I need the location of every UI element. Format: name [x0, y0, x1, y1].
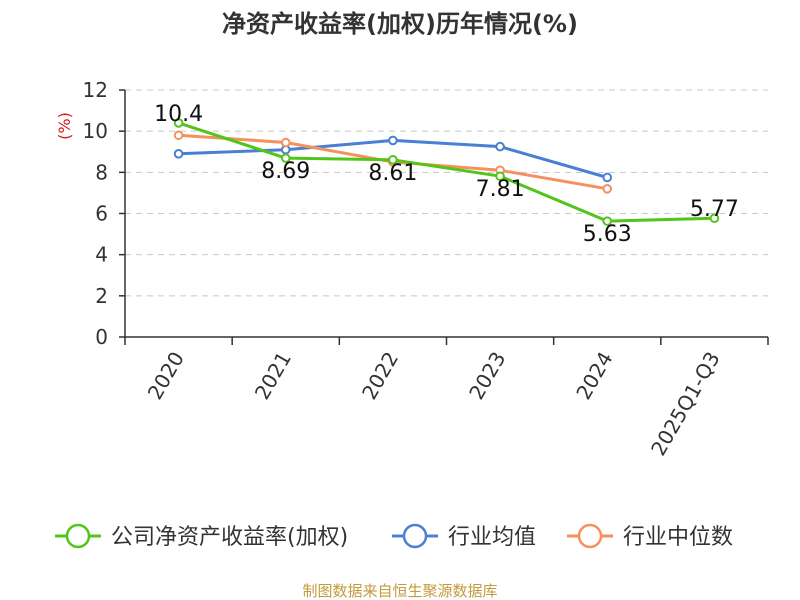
chart-title: 净资产收益率(加权)历年情况(%)	[222, 10, 578, 38]
data-label-5: 5.77	[690, 197, 739, 222]
series-layer	[173, 118, 720, 226]
legend-marker-0	[65, 523, 91, 549]
y-axis-unit-label: (%)	[55, 112, 74, 140]
legend-item-0[interactable]: 公司净资产收益率(加权)	[55, 523, 348, 550]
legend-marker-2	[577, 523, 603, 549]
legend-label-0: 公司净资产收益率(加权)	[111, 525, 348, 550]
series-2-point-1	[280, 137, 291, 148]
y-axis-ticks: 0 2 4 6 8 10 12	[83, 78, 125, 349]
x-tick-label-0: 2020	[143, 348, 189, 404]
series-1-point-2	[388, 135, 398, 146]
y-tick-label-3: 6	[95, 202, 108, 226]
gridlines	[125, 89, 768, 297]
series-line-0	[177, 121, 716, 223]
series-1-point-4	[602, 172, 613, 183]
x-tick-label-5: 2025Q1-Q3	[646, 348, 725, 460]
series-0-point-5	[709, 213, 720, 224]
x-tick-label-1: 2021	[250, 348, 296, 404]
legend-label-2: 行业中位数	[623, 525, 733, 550]
y-tick-label-5: 10	[83, 119, 108, 143]
legend-marker-1	[402, 523, 428, 549]
series-0-point-4	[602, 216, 613, 226]
series-2-point-0	[173, 130, 184, 141]
data-labels: 10.4 8.69 8.61 7.81 5.63 5.77	[154, 102, 739, 247]
data-label-0: 10.4	[154, 102, 203, 127]
x-axis-ticks: 2020 2021 2022 2023 2024 2025Q1-Q3	[124, 337, 769, 460]
x-tick-label-2: 2022	[357, 348, 403, 404]
y-tick-label-1: 2	[95, 284, 108, 308]
legend-item-1[interactable]: 行业均值	[392, 523, 536, 550]
legend-label-1: 行业均值	[448, 525, 536, 550]
y-tick-label-2: 4	[95, 243, 108, 267]
y-tick-label-4: 8	[95, 160, 108, 184]
data-label-2: 8.61	[368, 161, 417, 186]
series-0-point-0	[173, 118, 184, 128]
data-label-3: 7.81	[476, 177, 525, 202]
series-1-point-0	[173, 149, 184, 159]
series-2-point-4	[602, 184, 613, 194]
source-note: 制图数据来自恒生聚源数据库	[302, 582, 497, 600]
data-label-1: 8.69	[261, 159, 310, 184]
legend-item-2[interactable]: 行业中位数	[567, 523, 733, 550]
y-tick-label-6: 12	[83, 78, 108, 102]
legend[interactable]: 公司净资产收益率(加权) 行业均值 行业中位数	[55, 523, 733, 550]
x-tick-label-4: 2024	[571, 348, 617, 404]
y-tick-label-0: 0	[95, 325, 108, 349]
series-1-point-3	[495, 141, 505, 152]
data-label-4: 5.63	[583, 222, 632, 247]
series-0-point-3	[495, 171, 505, 182]
series-0-point-2	[388, 154, 398, 165]
x-tick-label-3: 2023	[464, 348, 510, 404]
series-0-point-1	[280, 153, 291, 163]
